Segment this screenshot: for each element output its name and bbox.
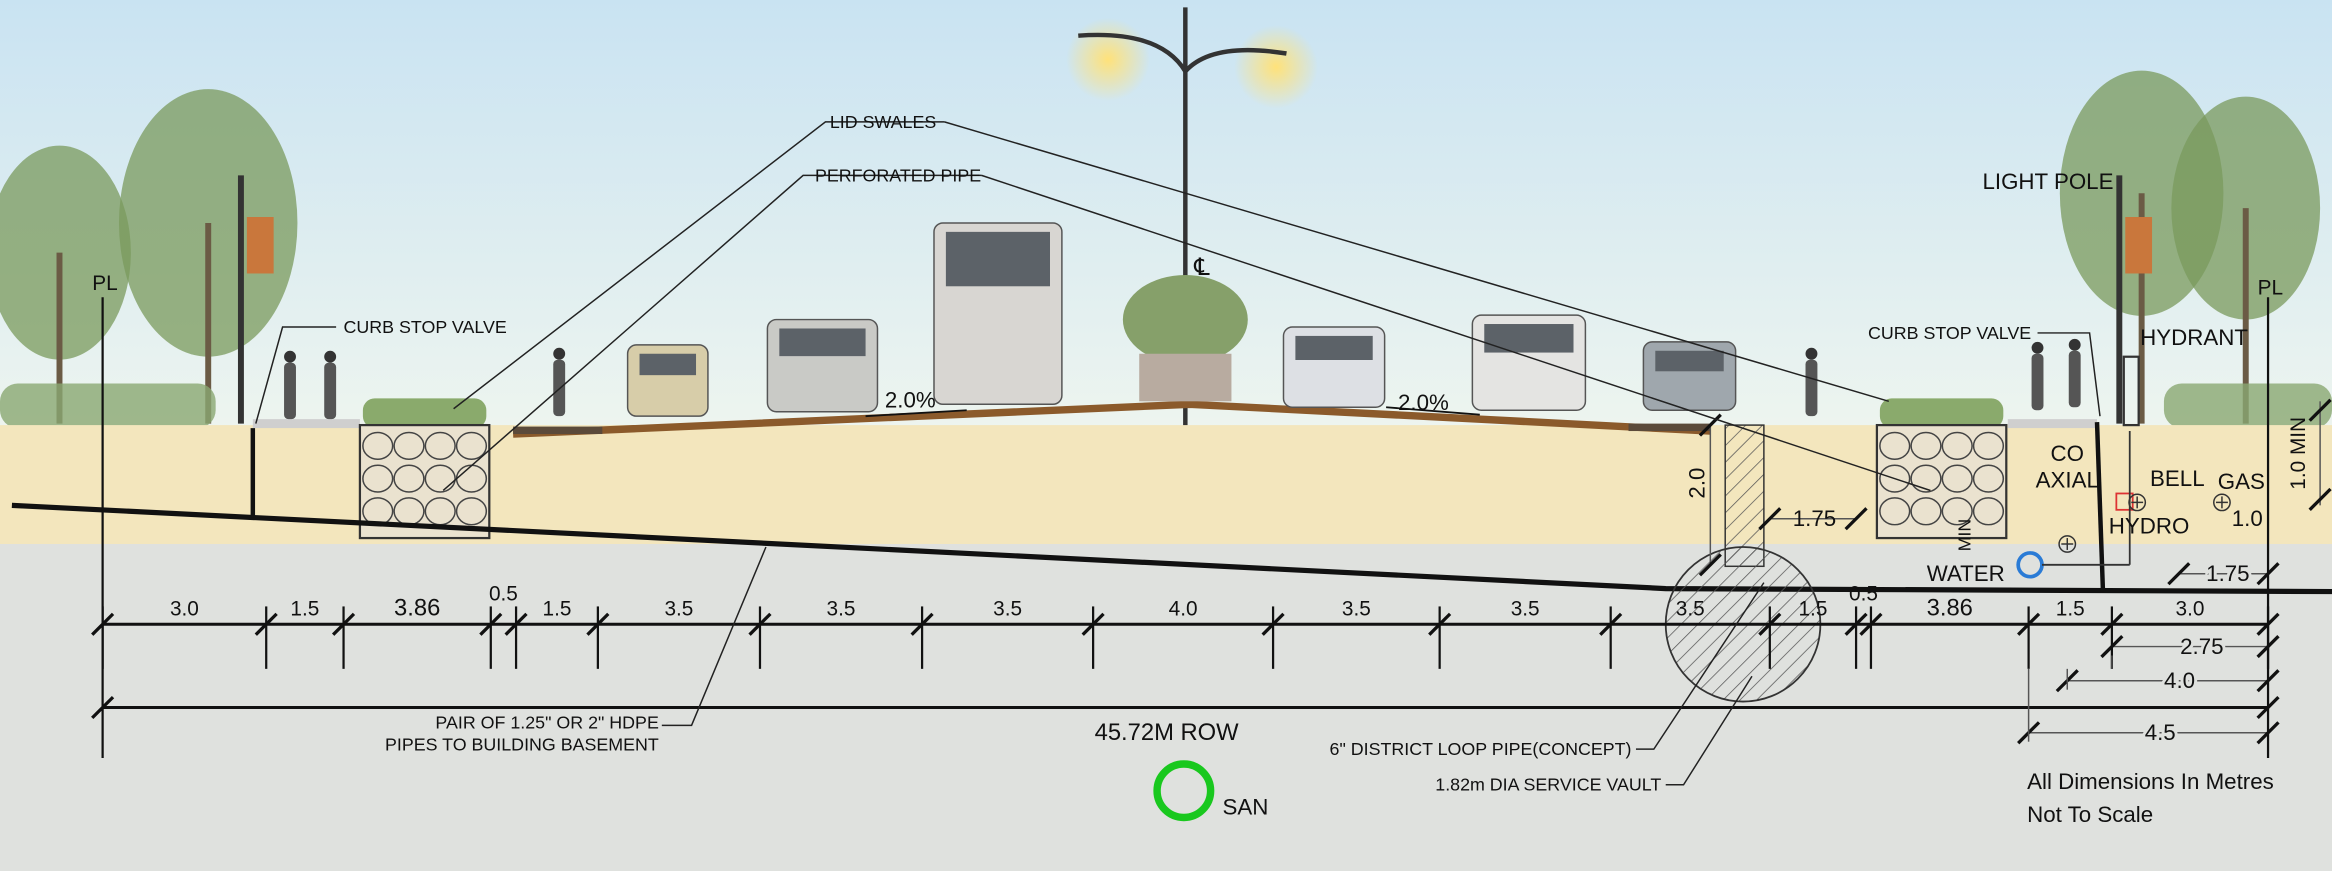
callout-label: PIPES TO BUILDING BASEMENT	[385, 735, 659, 755]
property-line-label: PL	[92, 272, 117, 295]
median-plants	[1123, 275, 1248, 364]
utility-label: WATER	[1927, 561, 2005, 586]
note: All Dimensions In Metres	[2027, 769, 2274, 794]
vault-shaft	[1725, 425, 1764, 566]
slope-label: 2.0%	[885, 387, 936, 412]
dimension-label: 3.0	[170, 597, 199, 620]
callout-label: PAIR OF 1.25" OR 2" HDPE	[435, 712, 659, 732]
sidewalk	[253, 419, 360, 428]
vehicle-window	[640, 354, 697, 375]
utility-label: CO	[2051, 441, 2084, 466]
dimension-label: 3.86	[394, 594, 440, 621]
swale-box	[360, 425, 489, 538]
dimension-label: 2.75	[2180, 634, 2223, 659]
median-planter	[1139, 354, 1231, 402]
vehicle-window	[946, 232, 1050, 286]
dimension-label: 2.0	[1684, 468, 1709, 499]
person-body	[1806, 360, 1818, 416]
dimension-label: 0.5	[1849, 582, 1878, 605]
dimension-label: 1.75	[2206, 561, 2249, 586]
dimension-label: 4.0	[2164, 668, 2195, 693]
person-head	[2069, 339, 2081, 351]
bike-lane	[513, 427, 602, 434]
sidewalk	[2008, 419, 2097, 428]
callout-label: 6" DISTRICT LOOP PIPE(CONCEPT)	[1330, 739, 1632, 759]
swale-plants	[1880, 398, 2003, 428]
callout-label: LIGHT POLE	[1982, 169, 2113, 194]
person-body	[284, 363, 296, 419]
callout-label: CURB STOP VALVE	[1868, 323, 2031, 343]
callout-label: CURB STOP VALVE	[344, 317, 507, 337]
person-head	[2032, 342, 2044, 354]
dimension-label: MIN	[1955, 519, 1975, 552]
dimension-label: 1.5	[543, 597, 572, 620]
light-lantern	[2125, 217, 2152, 273]
callout-label: PERFORATED PIPE	[815, 165, 981, 185]
dimension-label: 4.0	[1169, 597, 1198, 620]
dimension-label: 3.5	[664, 597, 693, 620]
dimension-label: 3.86	[1927, 594, 1973, 621]
dimension-label: 3.5	[1511, 597, 1540, 620]
dimension-label: 1.0 MIN	[2287, 417, 2310, 490]
bike-lane	[1629, 424, 1711, 431]
callout-label: LID SWALES	[830, 112, 936, 132]
person-body	[2069, 351, 2081, 407]
dimension-label: 3.5	[827, 597, 856, 620]
dimension-label: 0.5	[489, 582, 518, 605]
utility-label: AXIAL	[2036, 468, 2099, 493]
person-body	[2032, 354, 2044, 410]
person-head	[553, 348, 565, 360]
dimension-label: 3.0	[2176, 597, 2205, 620]
person-body	[324, 363, 336, 419]
property-line-label: PL	[2258, 276, 2283, 299]
row-label: 45.72M ROW	[1095, 719, 1240, 746]
lamp-glow	[1066, 18, 1149, 101]
utility-label: GAS	[2218, 469, 2265, 494]
page: 3.0 1.5 3.86 0.5 1.5 3.5 3.5 3.5 4.0 3.5 3.5 3.5 1.5…	[0, 0, 2332, 871]
callout-label: HYDRANT	[2140, 325, 2248, 350]
dimension-label: 3.5	[1676, 597, 1705, 620]
person-body	[553, 360, 565, 416]
vehicle-window	[779, 328, 865, 356]
dimension-label: 1.0	[2232, 506, 2263, 531]
swale-box	[1877, 425, 2006, 538]
vehicle-window	[1484, 324, 1573, 353]
swale-plants	[363, 398, 486, 428]
vehicle-window	[1655, 351, 1723, 372]
vehicle-window	[1295, 336, 1372, 360]
person-head	[324, 351, 336, 363]
dimension-label: 1.5	[290, 597, 319, 620]
person-head	[284, 351, 296, 363]
utility-label: BELL	[2150, 466, 2205, 491]
utility-label: SAN	[1223, 795, 1269, 820]
person-head	[1806, 348, 1818, 360]
centerline-label: ℄	[1193, 254, 1210, 281]
callout-label: 1.82m DIA SERVICE VAULT	[1435, 775, 1661, 795]
light-lantern	[247, 217, 274, 273]
street-section: 3.0 1.5 3.86 0.5 1.5 3.5 3.5 3.5 4.0 3.5 3.5 3.5 1.5…	[0, 0, 2332, 871]
lamp-glow	[1234, 25, 1317, 108]
utility-label: HYDRO	[2109, 514, 2190, 539]
note: Not To Scale	[2027, 802, 2153, 827]
dimension-label: 1.75	[1793, 506, 1836, 531]
dimension-label: 3.5	[993, 597, 1022, 620]
dimension-label: 1.5	[1798, 597, 1827, 620]
slope-label: 2.0%	[1398, 390, 1449, 415]
dimension-label: 3.5	[1342, 597, 1371, 620]
hedge	[0, 383, 216, 428]
dimension-label: 4.5	[2145, 720, 2176, 745]
dimension-label: 1.5	[2056, 597, 2085, 620]
